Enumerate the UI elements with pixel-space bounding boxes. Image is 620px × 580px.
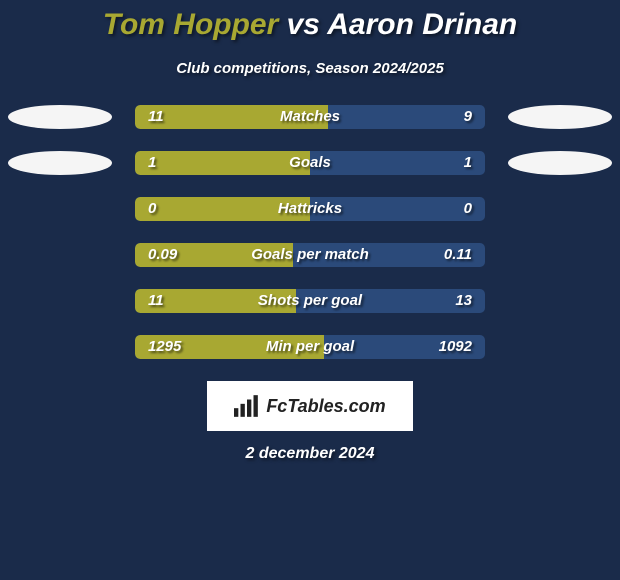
stat-row: 11Goals bbox=[0, 151, 620, 175]
stat-bar-track: 119Matches bbox=[135, 105, 485, 129]
stat-value-right: 1092 bbox=[439, 338, 472, 355]
player-oval-right bbox=[508, 105, 612, 129]
logo: FcTables.com bbox=[234, 395, 385, 417]
stat-rows: 119Matches 11Goals 00Hattricks 0.090.11Goal… bbox=[0, 105, 620, 359]
stat-value-right: 0.11 bbox=[444, 246, 472, 263]
stat-bar-left bbox=[135, 243, 293, 267]
stat-bar-track: 0.090.11Goals per match bbox=[135, 243, 485, 267]
stat-bar-track: 12951092Min per goal bbox=[135, 335, 485, 359]
stat-value-right: 0 bbox=[464, 200, 472, 217]
stat-bar-track: 1113Shots per goal bbox=[135, 289, 485, 313]
stat-row: 119Matches bbox=[0, 105, 620, 129]
player-oval-right bbox=[508, 151, 612, 175]
stat-value-right: 13 bbox=[455, 292, 472, 309]
stat-bar-left bbox=[135, 197, 310, 221]
stat-bar-left bbox=[135, 151, 310, 175]
bars-icon bbox=[234, 395, 260, 417]
stat-bar-track: 00Hattricks bbox=[135, 197, 485, 221]
stat-value-right: 1 bbox=[464, 154, 472, 171]
stat-bar-left bbox=[135, 105, 328, 129]
subtitle: Club competitions, Season 2024/2025 bbox=[0, 60, 620, 77]
title-vs: vs bbox=[287, 8, 320, 41]
stat-bar-track: 11Goals bbox=[135, 151, 485, 175]
stat-row: 00Hattricks bbox=[0, 197, 620, 221]
stat-row: 12951092Min per goal bbox=[0, 335, 620, 359]
stat-value-right: 9 bbox=[464, 108, 472, 125]
player2-name: Aaron Drinan bbox=[327, 8, 517, 41]
comparison-container: Tom Hopper vs Aaron Drinan Club competit… bbox=[0, 0, 620, 463]
stat-bar-left bbox=[135, 335, 324, 359]
player1-name: Tom Hopper bbox=[103, 8, 279, 41]
logo-text: FcTables.com bbox=[266, 396, 385, 417]
logo-box: FcTables.com bbox=[207, 381, 413, 431]
page-title: Tom Hopper vs Aaron Drinan bbox=[0, 8, 620, 42]
player-oval-left bbox=[8, 105, 112, 129]
stat-bar-left bbox=[135, 289, 296, 313]
player-oval-left bbox=[8, 151, 112, 175]
stat-row: 0.090.11Goals per match bbox=[0, 243, 620, 267]
stat-row: 1113Shots per goal bbox=[0, 289, 620, 313]
date: 2 december 2024 bbox=[0, 445, 620, 463]
